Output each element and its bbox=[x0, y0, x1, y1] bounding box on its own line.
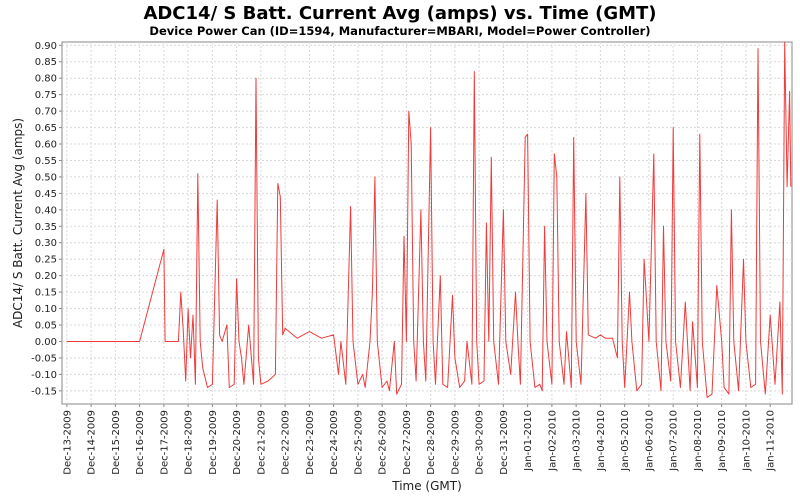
chart-subtitle: Device Power Can (ID=1594, Manufacturer=… bbox=[149, 24, 650, 38]
y-tick-label: 0.45 bbox=[35, 189, 57, 200]
y-tick-label: -0.05 bbox=[31, 353, 57, 364]
y-tick-label: 0.15 bbox=[35, 288, 57, 299]
x-tick-label: Jan-05-2010 bbox=[620, 410, 631, 472]
x-tick-label: Dec-30-2009 bbox=[475, 410, 486, 475]
x-tick-label: Dec-17-2009 bbox=[159, 410, 170, 475]
y-tick-label: 0.70 bbox=[35, 107, 57, 118]
y-tick-label: 0.35 bbox=[35, 222, 57, 233]
x-tick-label: Dec-22-2009 bbox=[281, 410, 292, 475]
series-line bbox=[66, 41, 792, 398]
x-tick-label: Dec-16-2009 bbox=[135, 410, 146, 475]
y-axis-label: ADC14/ S Batt. Current Avg (amps) bbox=[11, 118, 25, 328]
y-tick-label: 0.40 bbox=[35, 205, 57, 216]
x-tick-label: Jan-11-2010 bbox=[766, 410, 777, 472]
x-tick-labels: Dec-13-2009 Dec-14-2009 Dec-15-2009 Dec-16-… bbox=[62, 410, 776, 475]
x-tick-label: Dec-13-2009 bbox=[62, 410, 73, 475]
x-tick-label: Dec-23-2009 bbox=[305, 410, 316, 475]
y-tick-label: 0.25 bbox=[35, 255, 57, 266]
y-tick-label: 0.05 bbox=[35, 321, 57, 332]
x-tick-label: Dec-28-2009 bbox=[426, 410, 437, 475]
x-tick-label: Dec-19-2009 bbox=[208, 410, 219, 475]
y-tick-label: 0.10 bbox=[35, 304, 57, 315]
y-tick-label: 0.30 bbox=[35, 238, 57, 249]
x-tick-label: Jan-03-2010 bbox=[572, 410, 583, 472]
y-tick-label: 0.80 bbox=[35, 74, 57, 85]
x-axis-label: Time (GMT) bbox=[391, 479, 462, 493]
x-tick-label: Jan-07-2010 bbox=[669, 410, 680, 472]
y-tick-label: 0.85 bbox=[35, 57, 57, 68]
y-tick-label: 0.50 bbox=[35, 172, 57, 183]
y-tick-label: 0.90 bbox=[35, 41, 57, 52]
y-tick-label: 0.55 bbox=[35, 156, 57, 167]
y-tick-label: 0.75 bbox=[35, 90, 57, 101]
x-tick-label: Dec-21-2009 bbox=[256, 410, 267, 475]
y-tick-label: 0.60 bbox=[35, 140, 57, 151]
x-tick-label: Jan-02-2010 bbox=[547, 410, 558, 472]
x-tick-label: Jan-04-2010 bbox=[596, 410, 607, 472]
x-tick-label: Dec-29-2009 bbox=[450, 410, 461, 475]
x-tick-label: Dec-27-2009 bbox=[402, 410, 413, 475]
chart-title: ADC14/ S Batt. Current Avg (amps) vs. Ti… bbox=[143, 3, 656, 24]
x-tick-label: Jan-08-2010 bbox=[693, 410, 704, 472]
y-tick-label: 0.00 bbox=[35, 337, 57, 348]
x-tick-label: Jan-06-2010 bbox=[644, 410, 655, 472]
y-tick-label: -0.15 bbox=[31, 386, 57, 397]
x-tick-label: Dec-20-2009 bbox=[232, 410, 243, 475]
y-tick-label: 0.20 bbox=[35, 271, 57, 282]
y-tick-label: 0.65 bbox=[35, 123, 57, 134]
x-tick-label: Dec-31-2009 bbox=[499, 410, 510, 475]
series-layer bbox=[66, 41, 792, 398]
y-tick-label: -0.10 bbox=[31, 370, 57, 381]
y-gridlines bbox=[59, 44, 792, 392]
x-tick-label: Dec-15-2009 bbox=[111, 410, 122, 475]
x-tick-label: Dec-14-2009 bbox=[87, 410, 98, 475]
x-tick-label: Jan-10-2010 bbox=[741, 410, 752, 472]
x-tick-label: Dec-26-2009 bbox=[378, 410, 389, 475]
y-tick-labels: -0.15 -0.10 -0.05 0.00 0.05 0.10 0.15 0.20 0.25 0… bbox=[31, 41, 57, 398]
x-tick-label: Dec-24-2009 bbox=[329, 410, 340, 475]
x-tick-label: Dec-25-2009 bbox=[353, 410, 364, 475]
x-tick-label: Jan-09-2010 bbox=[717, 410, 728, 472]
x-tick-label: Jan-01-2010 bbox=[523, 410, 534, 472]
x-tick-label: Dec-18-2009 bbox=[184, 410, 195, 475]
